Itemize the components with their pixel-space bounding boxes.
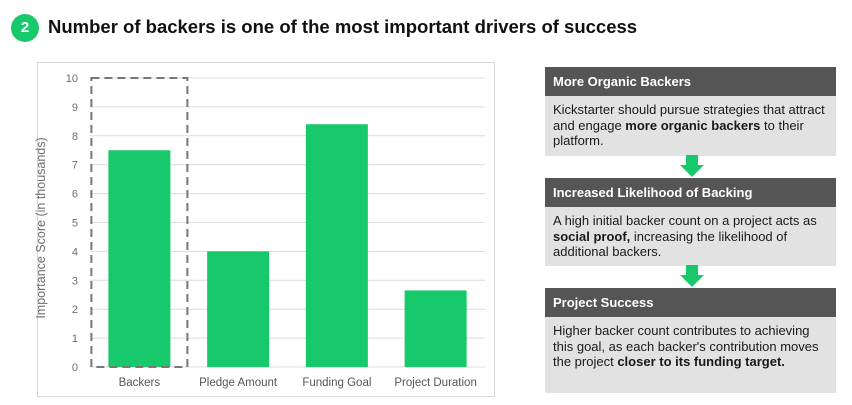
y-tick-label: 1 <box>72 333 78 345</box>
bar-project-duration <box>404 290 467 367</box>
y-tick-label: 5 <box>72 218 78 230</box>
panel-body: A high initial backer count on a project… <box>545 207 836 266</box>
highlight-box <box>90 77 189 368</box>
y-tick-label: 9 <box>72 102 78 114</box>
emphasis-text: more organic backers <box>625 117 761 133</box>
body-text: Higher backer count contributes to achie… <box>553 323 819 369</box>
x-tick-label: Funding Goal <box>302 377 371 389</box>
x-tick-label: Project Duration <box>394 377 476 389</box>
panel-title: Increased Likelihood of Backing <box>545 178 836 207</box>
panel-organic-backers: More Organic Backers Kickstarter should … <box>545 67 836 156</box>
panel-body: Kickstarter should pursue strategies tha… <box>545 96 836 156</box>
x-tick-label: Pledge Amount <box>199 377 278 389</box>
y-tick-label: 7 <box>72 160 78 172</box>
y-tick-label: 4 <box>72 246 78 258</box>
panel-title: Project Success <box>545 288 836 317</box>
panel-project-success: Project Success Higher backer count cont… <box>545 288 836 393</box>
down-arrow-icon <box>680 265 704 287</box>
x-tick-label: Backers <box>119 377 161 389</box>
y-tick-label: 2 <box>72 304 78 316</box>
y-tick-label: 10 <box>66 73 78 85</box>
y-tick-label: 0 <box>72 362 78 374</box>
y-tick-label: 3 <box>72 275 78 287</box>
step-number-badge: 2 <box>11 14 39 42</box>
y-axis-label: Importance Score (in thousands) <box>34 137 48 319</box>
body-text: Kickstarter should pursue strategies tha… <box>553 102 825 133</box>
page-title: Number of backers is one of the most imp… <box>48 16 638 37</box>
bar-chart: 0 1 2 3 4 5 6 7 8 9 10 Backers Pledge Amount Funding … <box>66 73 485 389</box>
panel-increased-likelihood: Increased Likelihood of Backing A high i… <box>545 178 836 266</box>
emphasis-text: closer to its funding target. <box>617 354 785 369</box>
y-tick-label: 8 <box>72 131 78 143</box>
bar-funding-goal <box>305 124 368 367</box>
panel-title: More Organic Backers <box>545 67 836 96</box>
down-arrow-icon <box>680 155 704 177</box>
body-text: to their platform. <box>553 117 804 149</box>
chart-container: 0 1 2 3 4 5 6 7 8 9 10 Backers Pledge Amount Funding … <box>37 62 495 397</box>
emphasis-text: social proof, <box>553 228 631 244</box>
body-text: increasing the likelihood of additional … <box>553 228 788 260</box>
bar-pledge-amount <box>207 251 270 367</box>
panel-body: Higher backer count contributes to achie… <box>545 317 836 393</box>
body-text: A high initial backer count on a project… <box>553 213 817 228</box>
y-tick-label: 6 <box>72 189 78 201</box>
bar-backers <box>108 150 171 367</box>
